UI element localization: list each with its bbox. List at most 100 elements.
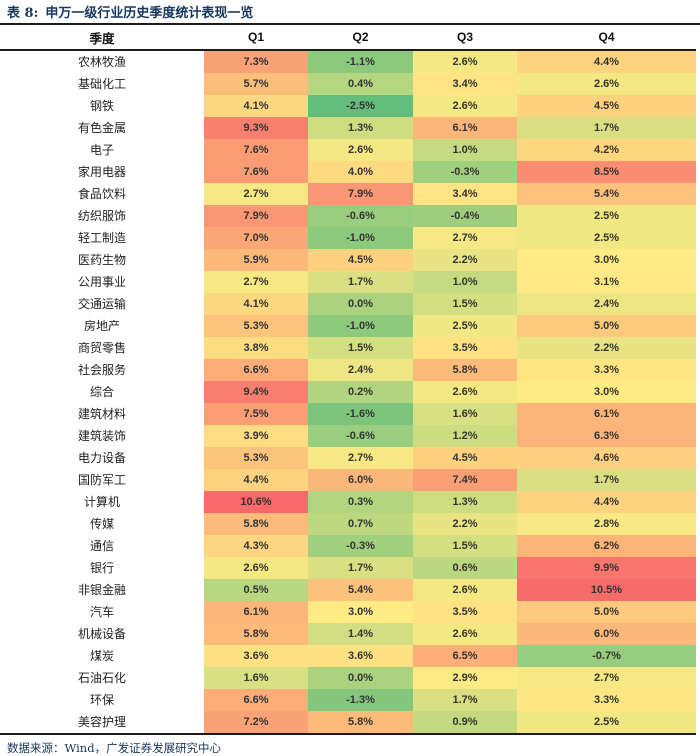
industry-label: 石油石化 bbox=[0, 667, 204, 689]
table-row: 基础化工 5.7% 0.4% 3.4% 2.6% bbox=[0, 73, 696, 95]
heatmap-cell: -0.4% bbox=[413, 205, 517, 227]
heatmap-cell: 4.6% bbox=[517, 447, 696, 469]
table-row: 通信 4.3% -0.3% 1.5% 6.2% bbox=[0, 535, 696, 557]
heatmap-cell: 2.2% bbox=[517, 337, 696, 359]
heatmap-cell: 7.9% bbox=[204, 205, 308, 227]
heatmap-cell: 3.4% bbox=[413, 183, 517, 205]
table-row: 钢铁 4.1% -2.5% 2.6% 4.5% bbox=[0, 95, 696, 117]
industry-label: 纺织服饰 bbox=[0, 205, 204, 227]
heatmap-cell: 7.5% bbox=[204, 403, 308, 425]
table-row: 美容护理 7.2% 5.8% 0.9% 2.5% bbox=[0, 711, 696, 733]
heatmap-cell: 0.0% bbox=[308, 667, 413, 689]
heatmap-cell: 2.7% bbox=[517, 667, 696, 689]
column-header-q1: Q1 bbox=[204, 25, 308, 51]
heatmap-cell: 0.2% bbox=[308, 381, 413, 403]
heatmap-cell: 3.5% bbox=[413, 337, 517, 359]
heatmap-cell: 2.2% bbox=[413, 249, 517, 271]
column-header-quarter: 季度 bbox=[0, 25, 204, 51]
heatmap-cell: 5.8% bbox=[308, 711, 413, 733]
heatmap-cell: 2.6% bbox=[413, 381, 517, 403]
heatmap-cell: 2.6% bbox=[413, 50, 517, 73]
heatmap-cell: -1.0% bbox=[308, 227, 413, 249]
table-row: 环保 6.6% -1.3% 1.7% 3.3% bbox=[0, 689, 696, 711]
table-row: 食品饮料 2.7% 7.9% 3.4% 5.4% bbox=[0, 183, 696, 205]
table-row: 有色金属 9.3% 1.3% 6.1% 1.7% bbox=[0, 117, 696, 139]
heatmap-cell: 9.9% bbox=[517, 557, 696, 579]
heatmap-cell: 2.6% bbox=[308, 139, 413, 161]
heatmap-cell: 7.2% bbox=[204, 711, 308, 733]
heatmap-cell: 0.4% bbox=[308, 73, 413, 95]
industry-label: 传媒 bbox=[0, 513, 204, 535]
heatmap-cell: 7.6% bbox=[204, 161, 308, 183]
heatmap-cell: 10.6% bbox=[204, 491, 308, 513]
heatmap-cell: 1.0% bbox=[413, 139, 517, 161]
heatmap-cell: -1.1% bbox=[308, 50, 413, 73]
table-row: 农林牧渔 7.3% -1.1% 2.6% 4.4% bbox=[0, 50, 696, 73]
heatmap-cell: 3.3% bbox=[517, 359, 696, 381]
quarterly-heatmap-table: 季度 Q1 Q2 Q3 Q4 农林牧渔 7.3% -1.1% 2.6% 4.4% 基础化工… bbox=[0, 25, 696, 733]
heatmap-cell: 3.3% bbox=[517, 689, 696, 711]
heatmap-cell: 3.0% bbox=[517, 381, 696, 403]
table-row: 社会服务 6.6% 2.4% 5.8% 3.3% bbox=[0, 359, 696, 381]
heatmap-cell: 2.7% bbox=[413, 227, 517, 249]
industry-label: 轻工制造 bbox=[0, 227, 204, 249]
industry-label: 计算机 bbox=[0, 491, 204, 513]
table-row: 电子 7.6% 2.6% 1.0% 4.2% bbox=[0, 139, 696, 161]
table-row: 轻工制造 7.0% -1.0% 2.7% 2.5% bbox=[0, 227, 696, 249]
heatmap-cell: -1.3% bbox=[308, 689, 413, 711]
table-row: 石油石化 1.6% 0.0% 2.9% 2.7% bbox=[0, 667, 696, 689]
industry-label: 非银金融 bbox=[0, 579, 204, 601]
heatmap-cell: 2.6% bbox=[413, 95, 517, 117]
heatmap-cell: 2.5% bbox=[517, 205, 696, 227]
heatmap-cell: 10.5% bbox=[517, 579, 696, 601]
heatmap-cell: 2.5% bbox=[413, 315, 517, 337]
heatmap-cell: 7.4% bbox=[413, 469, 517, 491]
heatmap-cell: 5.7% bbox=[204, 73, 308, 95]
heatmap-cell: 2.5% bbox=[517, 227, 696, 249]
heatmap-cell: 2.7% bbox=[204, 183, 308, 205]
table-row: 国防军工 4.4% 6.0% 7.4% 1.7% bbox=[0, 469, 696, 491]
heatmap-cell: 1.6% bbox=[204, 667, 308, 689]
heatmap-cell: 4.0% bbox=[308, 161, 413, 183]
heatmap-cell: 1.5% bbox=[308, 337, 413, 359]
heatmap-cell: 1.7% bbox=[517, 117, 696, 139]
column-header-q3: Q3 bbox=[413, 25, 517, 51]
industry-label: 环保 bbox=[0, 689, 204, 711]
heatmap-cell: 1.5% bbox=[413, 293, 517, 315]
heatmap-cell: 4.1% bbox=[204, 293, 308, 315]
table-title-text: 申万一级行业历史季度统计表现一览 bbox=[45, 6, 254, 21]
heatmap-cell: 0.3% bbox=[308, 491, 413, 513]
heatmap-cell: 1.7% bbox=[308, 271, 413, 293]
table-row: 建筑装饰 3.9% -0.6% 1.2% 6.3% bbox=[0, 425, 696, 447]
table-number-label: 表 8: bbox=[7, 6, 39, 21]
industry-label: 银行 bbox=[0, 557, 204, 579]
table-row: 综合 9.4% 0.2% 2.6% 3.0% bbox=[0, 381, 696, 403]
heatmap-cell: 2.5% bbox=[517, 711, 696, 733]
heatmap-cell: 6.5% bbox=[413, 645, 517, 667]
industry-label: 汽车 bbox=[0, 601, 204, 623]
heatmap-cell: 6.1% bbox=[413, 117, 517, 139]
heatmap-cell: 2.7% bbox=[308, 447, 413, 469]
data-source-text: 数据来源：Wind，广发证券发展研究中心 bbox=[7, 741, 222, 755]
heatmap-cell: 0.6% bbox=[413, 557, 517, 579]
heatmap-cell: 3.9% bbox=[204, 425, 308, 447]
heatmap-cell: 5.8% bbox=[413, 359, 517, 381]
heatmap-cell: 3.8% bbox=[204, 337, 308, 359]
heatmap-cell: 3.0% bbox=[308, 601, 413, 623]
heatmap-cell: 2.6% bbox=[204, 557, 308, 579]
table-row: 银行 2.6% 1.7% 0.6% 9.9% bbox=[0, 557, 696, 579]
heatmap-cell: -1.0% bbox=[308, 315, 413, 337]
heatmap-cell: 4.5% bbox=[517, 95, 696, 117]
heatmap-cell: 5.4% bbox=[517, 183, 696, 205]
data-source: 数据来源：Wind，广发证券发展研究中心 bbox=[0, 735, 700, 756]
heatmap-cell: -0.7% bbox=[517, 645, 696, 667]
industry-label: 综合 bbox=[0, 381, 204, 403]
industry-label: 煤炭 bbox=[0, 645, 204, 667]
table-row: 非银金融 0.5% 5.4% 2.6% 10.5% bbox=[0, 579, 696, 601]
header-row: 季度 Q1 Q2 Q3 Q4 bbox=[0, 25, 696, 51]
heatmap-cell: 2.8% bbox=[517, 513, 696, 535]
column-header-q4: Q4 bbox=[517, 25, 696, 51]
heatmap-cell: 5.8% bbox=[204, 513, 308, 535]
heatmap-cell: 2.6% bbox=[413, 579, 517, 601]
table-row: 商贸零售 3.8% 1.5% 3.5% 2.2% bbox=[0, 337, 696, 359]
